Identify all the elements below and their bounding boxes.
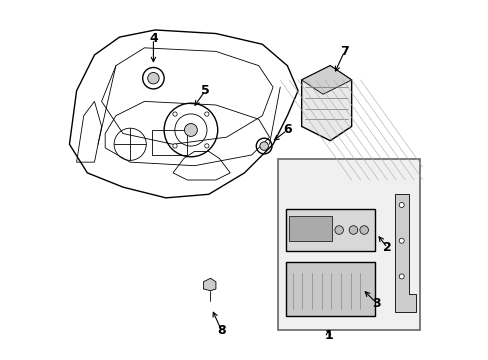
Circle shape	[398, 274, 404, 279]
Polygon shape	[394, 194, 415, 312]
FancyBboxPatch shape	[288, 216, 331, 241]
Circle shape	[398, 203, 404, 207]
Circle shape	[147, 72, 159, 84]
Text: 6: 6	[283, 123, 291, 136]
Polygon shape	[203, 278, 216, 291]
Circle shape	[204, 112, 208, 116]
Circle shape	[204, 144, 208, 148]
Text: 2: 2	[382, 241, 391, 255]
Text: 5: 5	[201, 84, 209, 97]
FancyBboxPatch shape	[285, 208, 374, 251]
Polygon shape	[301, 66, 351, 141]
Circle shape	[172, 144, 177, 148]
Circle shape	[184, 123, 197, 136]
Circle shape	[348, 226, 357, 234]
Polygon shape	[301, 66, 351, 94]
Circle shape	[398, 238, 404, 243]
Circle shape	[334, 226, 343, 234]
Text: 4: 4	[149, 32, 158, 45]
Circle shape	[172, 112, 177, 116]
Circle shape	[259, 142, 268, 150]
Circle shape	[359, 226, 367, 234]
FancyBboxPatch shape	[285, 262, 374, 316]
Text: 3: 3	[371, 297, 380, 310]
FancyBboxPatch shape	[278, 158, 419, 330]
Text: 1: 1	[324, 329, 332, 342]
Text: 8: 8	[217, 324, 225, 337]
Text: 7: 7	[340, 45, 348, 58]
